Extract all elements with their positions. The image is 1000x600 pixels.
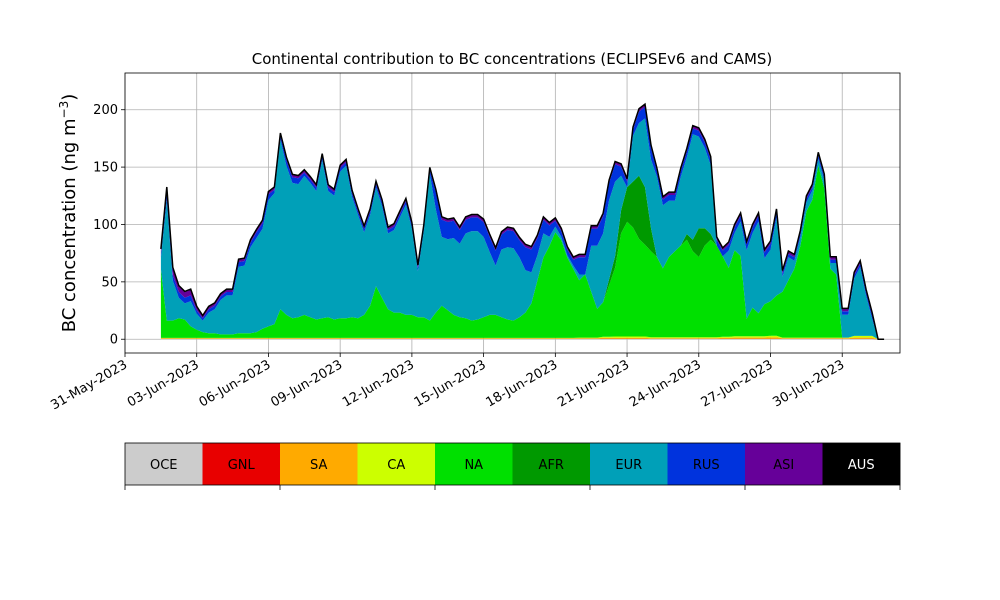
x-tick-label: 21-Jun-2023 xyxy=(555,357,632,410)
x-tick-label: 30-Jun-2023 xyxy=(770,357,847,410)
y-tick-label: 200 xyxy=(93,103,118,118)
x-tick-label: 15-Jun-2023 xyxy=(412,357,489,410)
legend-label: NA xyxy=(464,458,483,473)
x-tick-label: 27-Jun-2023 xyxy=(699,357,776,410)
legend-colorbar: OCE GNL SA CA NA AFR EUR RUS ASI AUS xyxy=(124,442,901,490)
legend-swatch-asi xyxy=(745,443,823,485)
chart-title: Continental contribution to BC concentra… xyxy=(252,50,773,68)
legend-swatch-aus xyxy=(822,443,901,485)
legend-label: CA xyxy=(387,458,405,473)
legend-label: ASI xyxy=(773,458,794,473)
legend-label: GNL xyxy=(228,458,256,473)
legend-swatch-na xyxy=(435,443,513,485)
legend-label: SA xyxy=(310,458,327,473)
y-tick-label: 100 xyxy=(93,218,118,233)
y-axis-label-text: BC concentration (ng m xyxy=(59,118,80,332)
legend-label: AFR xyxy=(539,458,564,473)
legend-label: AUS xyxy=(848,458,875,473)
legend-label: OCE xyxy=(150,458,178,473)
legend-swatch-eur xyxy=(590,443,668,485)
legend-swatch-sa xyxy=(280,443,358,485)
area-na xyxy=(160,165,885,340)
area-ca xyxy=(160,335,885,340)
legend-frame xyxy=(124,442,901,486)
x-tick-label: 06-Jun-2023 xyxy=(197,357,274,410)
x-tick-label: 31-May-2023 xyxy=(48,357,130,413)
stacked-areas xyxy=(160,102,885,340)
y-axis-label-close: ) xyxy=(59,94,80,101)
y-axis-label: BC concentration (ng m−3) xyxy=(57,94,80,333)
area-sa xyxy=(160,337,885,340)
legend-label: RUS xyxy=(693,458,720,473)
area-rus xyxy=(160,107,885,340)
legend-swatch-rus xyxy=(667,443,746,485)
x-tick-label: 24-Jun-2023 xyxy=(627,357,704,410)
area-eur xyxy=(160,118,885,340)
x-tick-label: 09-Jun-2023 xyxy=(268,357,345,410)
legend-swatch-oce xyxy=(125,443,203,485)
y-tick-label: 0 xyxy=(110,333,118,348)
x-tick-label: 12-Jun-2023 xyxy=(340,357,417,410)
legend-swatch-afr xyxy=(512,443,591,485)
y-axis-label-superscript: −3 xyxy=(57,101,71,119)
x-tick-label: 03-Jun-2023 xyxy=(125,357,202,410)
total-outline xyxy=(160,102,885,340)
legend-label: EUR xyxy=(615,458,642,473)
plot-frame xyxy=(124,72,901,354)
x-tick-label: 18-Jun-2023 xyxy=(484,357,561,410)
y-tick-label: 150 xyxy=(93,161,118,176)
legend-swatch-gnl xyxy=(202,443,281,485)
legend-swatch-ca xyxy=(357,443,436,485)
y-tick-label: 50 xyxy=(101,275,118,290)
